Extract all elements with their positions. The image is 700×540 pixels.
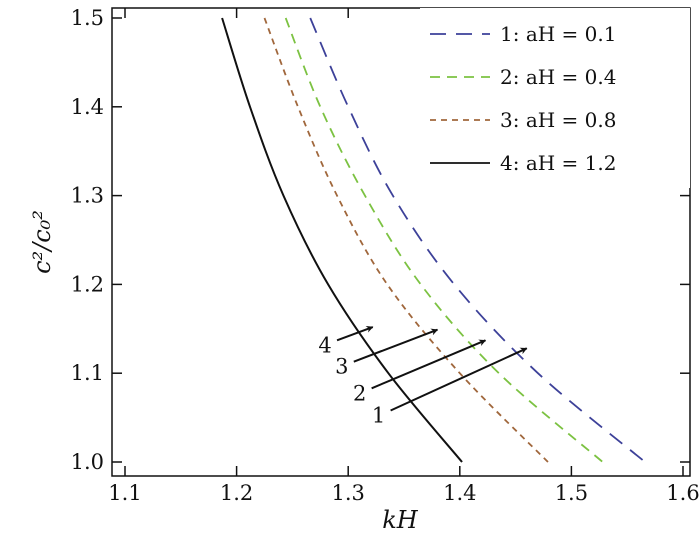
annotation-arrow-4 [336, 325, 374, 342]
annotation-arrow-3 [353, 328, 439, 363]
series-line-4 [221, 17, 463, 463]
legend-label-1: 1: aH = 0.1 [500, 22, 616, 46]
y-tick-label: 1.4 [71, 95, 104, 119]
y-tick-label: 1.1 [71, 361, 104, 385]
legend-box [420, 8, 690, 188]
x-tick-label: 1.3 [331, 481, 364, 505]
annotation-label-3: 3 [335, 355, 348, 379]
legend-label-3: 3: aH = 0.8 [500, 108, 616, 132]
x-tick-label: 1.5 [555, 481, 588, 505]
y-tick-label: 1.5 [71, 6, 104, 30]
x-tick-label: 1.6 [666, 481, 699, 505]
y-tick-label: 1.3 [71, 184, 104, 208]
x-tick-label: 1.1 [108, 481, 141, 505]
x-tick-label: 1.2 [220, 481, 253, 505]
series-line-2 [284, 17, 604, 463]
series-line-1 [309, 17, 646, 463]
legend-label-4: 4: aH = 1.2 [500, 151, 616, 175]
legend: 1: aH = 0.1 2: aH = 0.4 3: aH = 0.8 4: aH =… [430, 22, 616, 175]
annotation-label-2: 2 [353, 381, 366, 405]
annotation-label-1: 1 [372, 403, 385, 427]
annotation-arrow-2 [371, 339, 487, 390]
annotation-label-4: 4 [318, 333, 331, 357]
y-tick-label: 1.2 [71, 272, 104, 296]
y-tick-label: 1.0 [71, 450, 104, 474]
x-tick-label: 1.4 [443, 481, 476, 505]
x-axis-label: kH [382, 506, 419, 534]
series-line-3 [263, 17, 549, 463]
y-axis-label: c²/c₀² [28, 210, 56, 274]
legend-label-2: 2: aH = 0.4 [500, 65, 616, 89]
plot-frame [111, 7, 691, 477]
annotation-arrow-1 [390, 347, 528, 412]
